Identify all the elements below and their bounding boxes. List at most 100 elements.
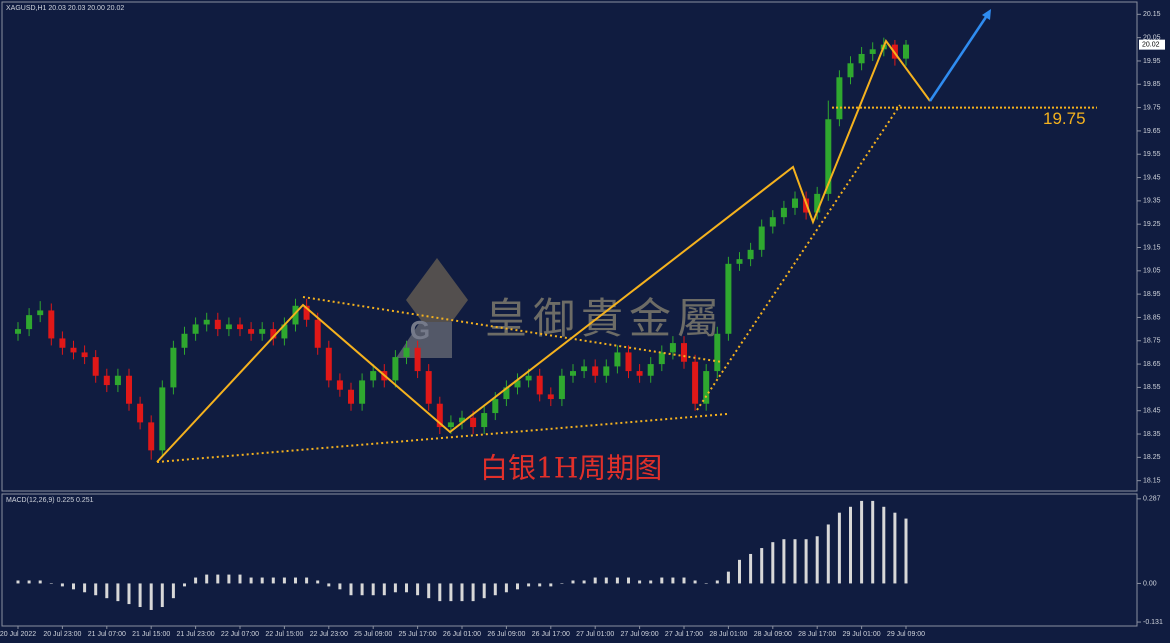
- macd-bar: [560, 583, 564, 584]
- candle-body: [70, 347, 77, 353]
- candle-body: [192, 324, 199, 334]
- candle-body: [403, 347, 410, 358]
- macd-bar: [94, 583, 98, 596]
- candle-body: [903, 44, 909, 59]
- macd-label: MACD(12,26,9) 0.225 0.251: [6, 497, 94, 504]
- candle-body: [570, 371, 576, 376]
- y-tick-label: 19.55: [1143, 151, 1161, 158]
- candle-body: [780, 207, 787, 218]
- candle-body: [681, 343, 687, 362]
- macd-bar: [271, 577, 275, 584]
- watermark: 皇御貴金屬: [485, 295, 725, 342]
- candle-body: [869, 49, 876, 54]
- candle-body: [669, 343, 676, 353]
- macd-bar: [671, 577, 675, 584]
- x-tick-label: 26 Jul 17:00: [532, 631, 570, 638]
- macd-bar: [571, 580, 575, 584]
- candle-body: [126, 375, 132, 404]
- macd-bar: [749, 553, 753, 584]
- macd-bar: [138, 583, 142, 608]
- macd-bar: [405, 583, 408, 593]
- trend-path: [156, 38, 931, 463]
- candle-body: [26, 315, 33, 330]
- forecast-arrowhead: [982, 9, 991, 20]
- macd-bar: [116, 583, 120, 602]
- macd-bar: [804, 539, 808, 584]
- candle-body: [636, 371, 643, 376]
- x-tick-label: 21 Jul 15:00: [132, 631, 170, 638]
- candle-body: [292, 305, 299, 325]
- macd-bar: [660, 577, 664, 584]
- x-tick-label: 21 Jul 23:00: [177, 631, 215, 638]
- macd-bar: [416, 583, 420, 596]
- macd-bar: [516, 583, 519, 590]
- candle-body: [536, 375, 543, 395]
- candle-body: [81, 352, 88, 358]
- macd-bar: [227, 574, 231, 584]
- y-tick-label: 19.75: [1143, 104, 1161, 111]
- macd-bar: [27, 580, 31, 584]
- candle-body: [658, 352, 665, 365]
- candle-body: [114, 375, 121, 386]
- candle-body: [259, 329, 266, 334]
- candle-body: [225, 324, 232, 330]
- macd-bar: [349, 583, 353, 596]
- macd-bar: [704, 583, 708, 584]
- macd-bar: [127, 583, 131, 605]
- macd-bar: [427, 583, 431, 599]
- candle-body: [769, 217, 776, 227]
- candle-body: [447, 422, 454, 428]
- macd-bar: [16, 580, 20, 584]
- y-tick-label: 18.45: [1143, 408, 1161, 415]
- candle-body: [170, 347, 177, 388]
- macd-bar: [682, 577, 686, 584]
- macd-bar: [726, 571, 730, 584]
- candle-body: [525, 375, 532, 381]
- macd-bar: [815, 536, 819, 584]
- candle-body: [314, 319, 321, 348]
- candle-body: [59, 338, 66, 348]
- candle-body: [103, 375, 110, 386]
- trend-channel: [696, 104, 901, 411]
- candle-body: [248, 329, 255, 334]
- macd-bar: [582, 580, 586, 584]
- candle-body: [614, 352, 621, 367]
- y-tick-label: 19.05: [1143, 268, 1161, 275]
- candle-body: [558, 375, 565, 400]
- macd-bar: [849, 506, 852, 584]
- candle-body: [481, 413, 488, 428]
- candle-body: [348, 389, 354, 404]
- trend-channel: [302, 296, 723, 363]
- candle-body: [492, 399, 499, 414]
- macd-bar: [438, 583, 442, 602]
- macd-bar: [83, 583, 87, 593]
- macd-bar: [105, 583, 109, 599]
- macd-bar: [549, 583, 553, 587]
- macd-bar: [715, 580, 719, 584]
- macd-bar: [615, 577, 619, 584]
- y-tick-label: 18.75: [1143, 338, 1161, 345]
- candle-body: [792, 198, 798, 208]
- macd-bar: [782, 539, 786, 584]
- macd-bar: [72, 583, 75, 590]
- x-tick-label: 29 Jul 09:00: [887, 631, 925, 638]
- macd-bar: [371, 583, 375, 596]
- macd-bar: [882, 506, 886, 584]
- macd-bar: [338, 583, 342, 590]
- x-tick-label: 28 Jul 09:00: [754, 631, 792, 638]
- macd-bar: [593, 577, 597, 584]
- macd-bar: [449, 583, 453, 602]
- candle-body: [725, 263, 732, 334]
- candle-body: [814, 193, 821, 213]
- logo-letter: G: [410, 315, 430, 345]
- candle-body: [470, 417, 477, 428]
- y-tick-label: 19.15: [1143, 244, 1161, 251]
- macd-bar: [627, 577, 630, 584]
- macd-bar: [760, 548, 764, 584]
- macd-bar: [638, 580, 642, 584]
- y-tick-label: 19.25: [1143, 221, 1161, 228]
- y-tick-label: 18.35: [1143, 431, 1161, 438]
- x-tick-label: 25 Jul 17:00: [399, 631, 437, 638]
- candle-body: [392, 357, 399, 381]
- candle-body: [625, 352, 632, 372]
